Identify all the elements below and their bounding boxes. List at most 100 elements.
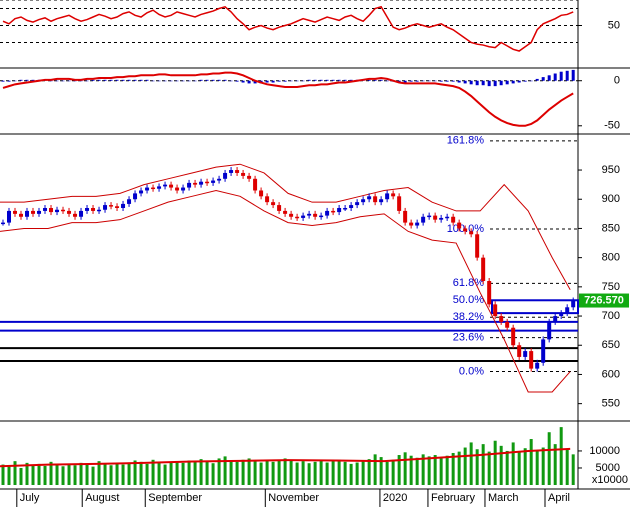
histogram-bar [385,80,389,82]
histogram-bar [535,78,539,81]
x-tick-label: March [488,492,519,504]
candle [1,222,6,225]
histogram-bar [223,79,227,81]
volume-bar [235,461,239,485]
volume-bar [391,459,395,485]
candle [313,213,318,217]
candle [343,208,348,210]
candle [319,215,324,218]
y-tick-label: 50 [608,19,620,31]
histogram-bar [211,79,215,81]
candle [511,327,516,346]
histogram-bar [331,79,335,81]
candle [397,196,402,211]
volume-bar [511,442,515,485]
histogram-bar [301,80,305,82]
volume-bar [79,462,83,485]
volume-bar [121,464,125,485]
volume-bar [223,456,227,485]
histogram-bar [157,80,161,82]
candle [115,206,120,209]
histogram-bar [139,79,143,81]
y-tick-label: 0 [614,75,620,87]
y-tick-label: 10000 [589,445,620,457]
candle [199,181,204,185]
histogram-bar [265,80,269,83]
histogram-bar [445,80,449,82]
volume-bar [361,461,365,485]
volume-bar [571,454,575,485]
volume-bar [517,452,521,485]
histogram-bar [181,80,185,82]
volume-bar [73,465,77,485]
rsi-line [2,5,574,52]
volume-bar [565,449,569,485]
volume-bar [403,452,407,485]
histogram-bar [283,80,287,82]
candle [367,196,372,200]
x-tick-label: 2020 [383,492,407,504]
candle [253,178,258,191]
volume-bar [271,461,275,485]
histogram-bar [175,80,179,82]
candle [463,228,468,232]
histogram-bar [421,80,425,82]
candle [337,208,342,213]
candle [499,316,504,322]
candle [127,199,132,204]
x-tick-label: July [20,492,40,504]
volume-bar [1,464,5,485]
candle [559,313,564,317]
candle [271,202,276,206]
candle [529,351,534,369]
candle [295,216,300,219]
candle [565,307,570,314]
x-tick-label: February [431,492,476,504]
bollinger-lower [0,189,571,393]
volume-bar [13,461,17,485]
volume-bar [49,461,53,485]
volume-bar [253,461,257,485]
histogram-bar [439,80,443,82]
volume-bar [337,459,341,485]
y-tick-label: 600 [602,368,620,380]
candle [187,182,192,188]
histogram-bar [481,80,485,86]
volume-bar [19,467,23,485]
x-tick-label: April [548,492,570,504]
histogram-bar [1,80,5,82]
volume-bar [163,464,167,485]
y-tick-label: 800 [602,252,620,264]
price-tag: 726.570 [584,294,624,306]
fib-label: 61.8% [453,277,484,289]
volume-bar [145,463,149,485]
volume-bar [181,462,185,485]
volume-bar [157,462,161,485]
volume-bar [343,461,347,485]
histogram-bar [571,69,575,81]
y-tick-label: 850 [602,222,620,234]
volume-bar [289,460,293,485]
volume-bar [451,452,455,485]
histogram-bar [91,79,95,81]
histogram-bar [427,80,431,82]
volume-bar [61,466,65,485]
fib-label: 50.0% [453,294,484,306]
candle [541,339,546,363]
volume-bar [85,464,89,485]
histogram-bar [127,79,131,81]
candle [361,199,366,203]
histogram-bar [343,79,347,81]
volume-bar [205,461,209,485]
candle [19,213,24,217]
histogram-bar [277,80,281,82]
volume-bar [319,460,323,485]
histogram-bar [193,80,197,82]
y-tick-label: 5000 [596,462,620,474]
histogram-bar [313,79,317,81]
volume-bar [211,463,215,485]
candle [535,362,540,369]
candle [163,184,168,187]
candle [37,210,42,214]
candle [217,178,222,181]
